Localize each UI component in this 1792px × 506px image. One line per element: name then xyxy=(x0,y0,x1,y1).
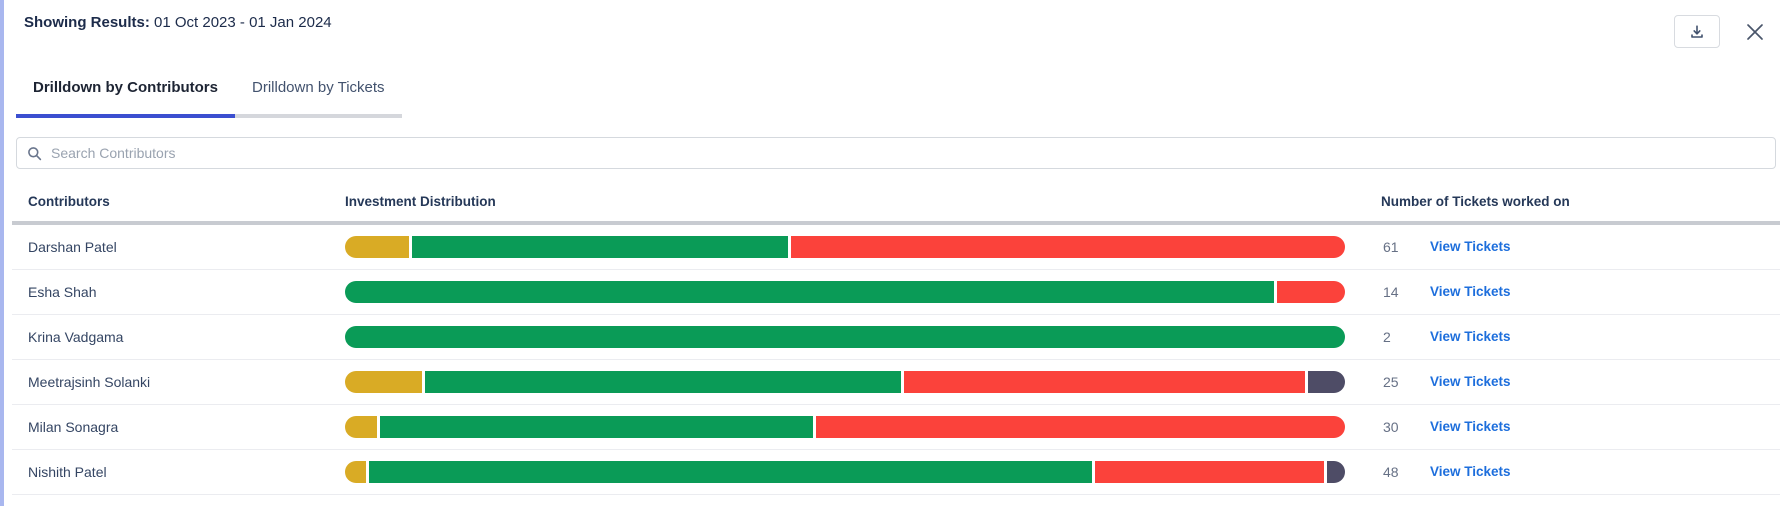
download-button[interactable] xyxy=(1674,15,1720,48)
contributor-name: Meetrajsinh Solanki xyxy=(28,374,151,390)
view-tickets-link[interactable]: View Tickets xyxy=(1430,329,1511,344)
column-header-contributors: Contributors xyxy=(28,194,110,209)
ticket-count: 30 xyxy=(1383,419,1399,435)
investment-bar-cell xyxy=(345,371,1345,393)
ticket-count: 25 xyxy=(1383,374,1399,390)
showing-results-label: Showing Results: xyxy=(24,14,150,31)
bar-segment-red xyxy=(791,236,1345,258)
investment-bar-cell xyxy=(345,281,1345,303)
bar-segment-red xyxy=(816,416,1345,438)
contributors-table: Contributors Investment Distribution Num… xyxy=(12,169,1780,495)
view-tickets-link[interactable]: View Tickets xyxy=(1430,464,1511,479)
view-tickets-link[interactable]: View Tickets xyxy=(1430,239,1511,254)
bar-segment-green xyxy=(379,416,814,438)
view-tickets-link[interactable]: View Tickets xyxy=(1430,419,1511,434)
tab-drilldown-by-contributors[interactable]: Drilldown by Contributors xyxy=(16,78,235,118)
contributor-name: Nishith Patel xyxy=(28,464,107,480)
table-row: Nishith Patel 48 View Tickets xyxy=(12,450,1780,495)
table-row: Milan Sonagra 30 View Tickets xyxy=(12,405,1780,450)
investment-bar-cell xyxy=(345,326,1345,348)
investment-bar-cell xyxy=(345,461,1345,483)
date-range: 01 Oct 2023 - 01 Jan 2024 xyxy=(154,14,332,31)
panel-left-accent xyxy=(0,0,4,506)
table-header: Contributors Investment Distribution Num… xyxy=(12,169,1780,225)
table-row: Esha Shah 14 View Tickets xyxy=(12,270,1780,315)
ticket-count: 14 xyxy=(1383,284,1399,300)
bar-segment-gold xyxy=(345,236,409,258)
investment-bar-cell xyxy=(345,236,1345,258)
bar-segment-red xyxy=(903,371,1306,393)
bar-segment-green xyxy=(411,236,789,258)
table-row: Krina Vadgama 2 View Tickets xyxy=(12,315,1780,360)
bar-segment-gold xyxy=(345,461,366,483)
search-input[interactable] xyxy=(51,145,1765,161)
contributor-name: Krina Vadgama xyxy=(28,329,124,345)
showing-results: Showing Results: 01 Oct 2023 - 01 Jan 20… xyxy=(24,13,332,33)
view-tickets-link[interactable]: View Tickets xyxy=(1430,284,1511,299)
investment-distribution-bar xyxy=(345,461,1345,483)
search-icon xyxy=(27,146,42,161)
bar-segment-gold xyxy=(345,371,423,393)
bar-segment-green xyxy=(425,371,901,393)
column-header-number-of-tickets: Number of Tickets worked on xyxy=(1381,194,1570,209)
investment-distribution-bar xyxy=(345,416,1345,438)
table-row: Meetrajsinh Solanki 25 View Tickets xyxy=(12,360,1780,405)
bar-segment-slate xyxy=(1308,371,1345,393)
ticket-count: 61 xyxy=(1383,239,1399,255)
table-row: Darshan Patel 61 View Tickets xyxy=(12,225,1780,270)
bar-segment-red xyxy=(1095,461,1325,483)
tab-bar: Drilldown by Contributors Drilldown by T… xyxy=(0,78,1792,118)
contributor-name: Esha Shah xyxy=(28,284,97,300)
contributor-name: Darshan Patel xyxy=(28,239,117,255)
bar-segment-green xyxy=(345,281,1275,303)
table-body: Darshan Patel 61 View Tickets Esha Shah … xyxy=(12,225,1780,495)
bar-segment-green xyxy=(368,461,1093,483)
close-icon xyxy=(1744,21,1766,43)
bar-segment-slate xyxy=(1327,461,1345,483)
download-icon xyxy=(1689,24,1705,40)
top-bar: Showing Results: 01 Oct 2023 - 01 Jan 20… xyxy=(0,0,1792,48)
investment-distribution-bar xyxy=(345,371,1345,393)
ticket-count: 48 xyxy=(1383,464,1399,480)
column-header-investment-distribution: Investment Distribution xyxy=(345,194,496,209)
investment-distribution-bar xyxy=(345,281,1345,303)
search-area xyxy=(16,137,1776,169)
ticket-count: 2 xyxy=(1383,329,1391,345)
close-button[interactable] xyxy=(1742,19,1768,45)
investment-bar-cell xyxy=(345,416,1345,438)
investment-distribution-bar xyxy=(345,326,1345,348)
tab-drilldown-by-tickets[interactable]: Drilldown by Tickets xyxy=(235,78,402,118)
investment-distribution-bar xyxy=(345,236,1345,258)
view-tickets-link[interactable]: View Tickets xyxy=(1430,374,1511,389)
search-box[interactable] xyxy=(16,137,1776,169)
top-actions xyxy=(1674,15,1768,48)
bar-segment-gold xyxy=(345,416,377,438)
contributor-name: Milan Sonagra xyxy=(28,419,119,435)
bar-segment-red xyxy=(1277,281,1345,303)
bar-segment-green xyxy=(345,326,1345,348)
